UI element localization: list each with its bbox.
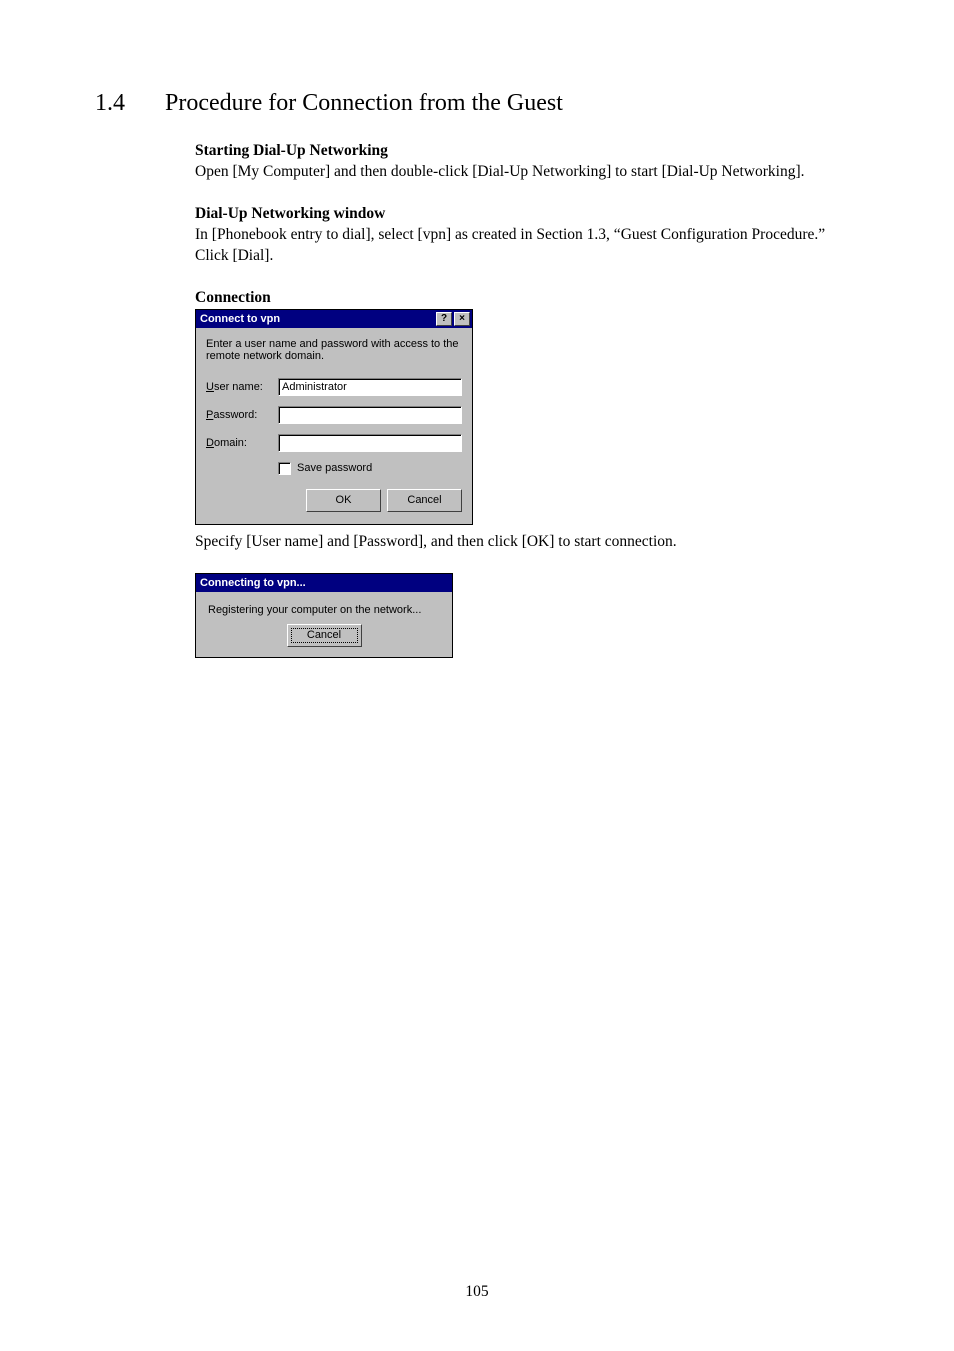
close-button[interactable]: × — [454, 312, 470, 326]
focus-rect — [291, 628, 358, 643]
subhead-starting: Starting Dial-Up Networking — [195, 142, 859, 160]
caption-connection: Connection — [195, 289, 859, 307]
heading-title: Procedure for Connection from the Guest — [165, 90, 563, 117]
text-dialup-1: In [Phonebook entry to dial], select [vp… — [195, 225, 859, 246]
connecting-title: Connecting to vpn... — [198, 577, 450, 589]
subhead-dialup-window: Dial-Up Networking window — [195, 205, 859, 223]
heading-number: 1.4 — [95, 90, 135, 117]
ok-button[interactable]: OK — [306, 489, 381, 512]
cancel-button[interactable]: Cancel — [387, 489, 462, 512]
section-heading: 1.4 Procedure for Connection from the Gu… — [95, 90, 859, 117]
connecting-message: Registering your computer on the network… — [206, 604, 442, 616]
save-password-checkbox[interactable] — [278, 462, 291, 475]
save-password-label: Save password — [297, 462, 372, 474]
help-button[interactable]: ? — [436, 312, 452, 326]
save-password-row[interactable]: Save password — [278, 462, 462, 475]
domain-label: Domain: — [206, 437, 278, 449]
password-label: Password: — [206, 409, 278, 421]
connecting-cancel-button[interactable]: Cancel — [287, 624, 362, 647]
text-dialup-2: Click [Dial]. — [195, 246, 859, 267]
connect-title: Connect to vpn — [198, 313, 434, 325]
connect-instruction: Enter a user name and password with acce… — [206, 338, 462, 362]
connect-titlebar: Connect to vpn ? × — [196, 310, 472, 328]
domain-input[interactable] — [278, 434, 462, 452]
connecting-dialog: Connecting to vpn... Registering your co… — [195, 573, 453, 658]
text-after-connect: Specify [User name] and [Password], and … — [195, 533, 859, 551]
connect-dialog: Connect to vpn ? × Enter a user name and… — [195, 309, 473, 525]
username-input[interactable]: Administrator — [278, 378, 462, 396]
username-label: User name: — [206, 381, 278, 393]
text-starting: Open [My Computer] and then double-click… — [195, 162, 859, 183]
page-number: 105 — [0, 1283, 954, 1301]
password-input[interactable] — [278, 406, 462, 424]
connecting-titlebar: Connecting to vpn... — [196, 574, 452, 592]
